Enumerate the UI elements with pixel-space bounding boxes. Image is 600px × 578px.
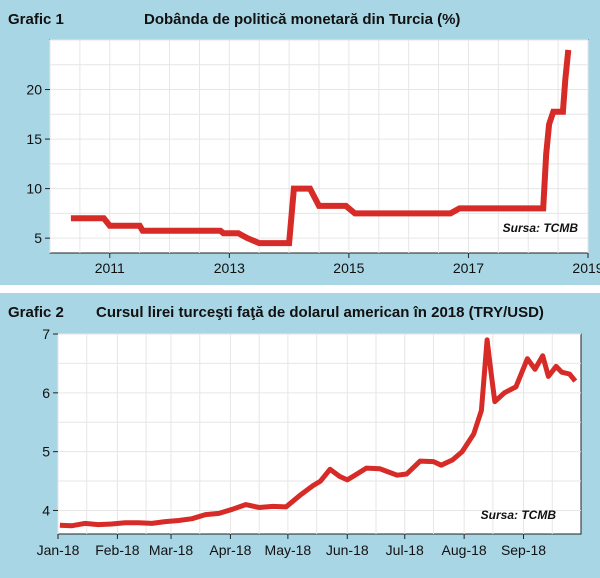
chart-2-source: Sursa: TCMB xyxy=(481,508,557,522)
chart-2-x-tick-label: Feb-18 xyxy=(95,542,140,558)
chart-1-x-tick-label: 2011 xyxy=(95,260,125,276)
chart-2-x-tick-label: Mar-18 xyxy=(149,542,194,558)
chart-1-title: Dobânda de politică monetară din Turcia … xyxy=(144,11,460,28)
chart-1: Grafic 1 Dobânda de politică monetară di… xyxy=(8,11,600,276)
chart-2-x-axis: Jan-18 Feb-18 Mar-18 Apr-18 May-18 Jun-18 Jul-… xyxy=(37,534,546,558)
chart-1-x-axis: 2011 2013 2015 2017 2019 xyxy=(95,253,600,276)
chart-1-y-tick-label: 10 xyxy=(26,181,42,197)
chart-2-y-tick-label: 4 xyxy=(42,502,50,518)
chart-2-x-tick-label: Apr-18 xyxy=(209,542,251,558)
chart-separator xyxy=(0,285,600,293)
chart-2-y-tick-label: 6 xyxy=(42,385,50,401)
chart-1-y-tick-label: 5 xyxy=(34,230,42,246)
chart-2-series-line xyxy=(59,337,578,529)
chart-1-source: Sursa: TCMB xyxy=(503,221,579,235)
chart-2-grid xyxy=(57,333,581,534)
chart-2-y-tick-label: 5 xyxy=(42,444,50,460)
chart-1-x-tick-label: 2019 xyxy=(572,260,600,276)
chart-1-y-axis: 5 10 15 20 xyxy=(26,82,50,246)
chart-1-x-tick-label: 2017 xyxy=(453,260,484,276)
chart-1-series-line xyxy=(70,49,572,247)
chart-1-label: Grafic 1 xyxy=(8,11,64,28)
chart-2-x-tick-label: Jul-18 xyxy=(386,542,424,558)
chart-2-title: Cursul lirei turceşti faţă de dolarul am… xyxy=(96,304,544,321)
chart-2-x-tick-label: May-18 xyxy=(265,542,312,558)
chart-1-y-tick-label: 15 xyxy=(26,131,42,147)
chart-2-label: Grafic 2 xyxy=(8,304,64,321)
chart-2-y-tick-label: 7 xyxy=(42,326,50,342)
chart-1-y-tick-label: 20 xyxy=(26,82,42,98)
chart-2-panel: Grafic 2 Cursul lirei turceşti faţă de d… xyxy=(0,293,600,578)
chart-2-x-tick-label: Aug-18 xyxy=(442,542,487,558)
chart-2-x-tick-label: Jan-18 xyxy=(37,542,80,558)
chart-1-panel: Grafic 1 Dobânda de politică monetară di… xyxy=(0,0,600,285)
chart-2-plot-area xyxy=(57,333,582,535)
chart-2: Grafic 2 Cursul lirei turceşti faţă de d… xyxy=(8,304,582,558)
chart-1-x-tick-label: 2015 xyxy=(333,260,364,276)
chart-1-grid xyxy=(49,39,589,253)
chart-2-x-tick-label: Sep-18 xyxy=(501,542,546,558)
chart-2-y-axis: 4 5 6 7 xyxy=(42,326,58,518)
chart-2-x-tick-label: Jun-18 xyxy=(326,542,369,558)
chart-1-x-tick-label: 2013 xyxy=(214,260,245,276)
